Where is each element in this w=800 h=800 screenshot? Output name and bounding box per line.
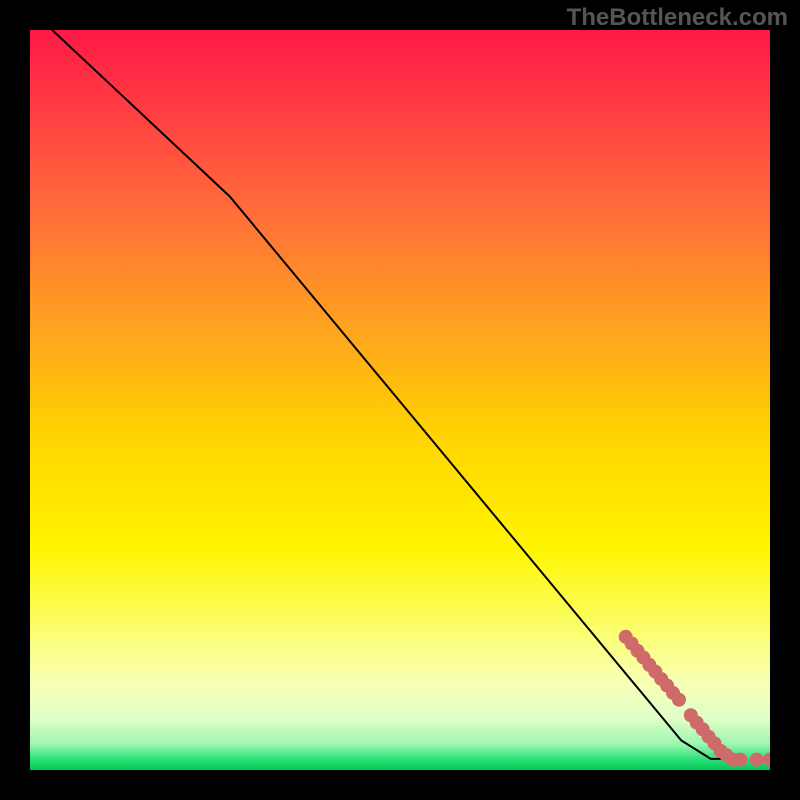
watermark-text: TheBottleneck.com — [567, 4, 788, 32]
marker-point — [750, 753, 764, 767]
gradient-background — [30, 30, 770, 770]
chart-plot — [30, 30, 770, 770]
chart-svg — [30, 30, 770, 770]
marker-point — [672, 693, 686, 707]
marker-point — [733, 753, 747, 767]
stage: TheBottleneck.com — [0, 0, 800, 800]
